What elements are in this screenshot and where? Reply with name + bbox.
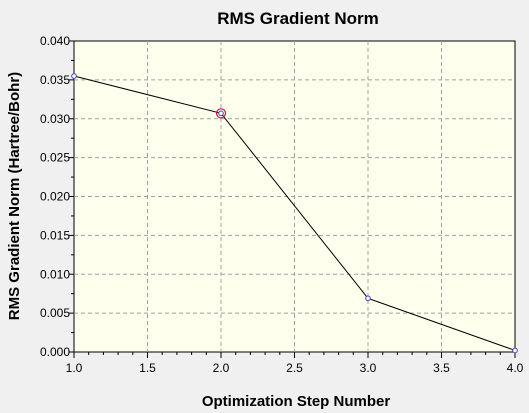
x-tick-label: 3.5: [433, 361, 450, 375]
y-tick-label: 0.025: [40, 151, 70, 165]
x-tick-label: 4.0: [507, 361, 524, 375]
data-point: [365, 295, 371, 302]
data-point: [71, 73, 77, 79]
y-tick-label: 0.005: [40, 306, 70, 320]
y-tick-label: 0.015: [40, 228, 70, 242]
y-tick-label: 0.020: [40, 190, 70, 204]
x-axis-label: Optimization Step Number: [202, 393, 391, 410]
x-tick-label: 3.0: [360, 361, 377, 375]
axis-ticks: 0.000 0.005 0.010 0.015 0.020 0.025 0.030 0.035…: [40, 34, 524, 375]
y-tick-label: 0.030: [40, 112, 70, 126]
y-axis-label: RMS Gradient Norm (Hartree/Bohr): [6, 72, 23, 320]
x-tick-label: 2.5: [286, 361, 303, 375]
x-tick-label: 1.0: [66, 361, 83, 375]
chart-title: RMS Gradient Norm: [217, 9, 379, 28]
grid-lines: [74, 41, 515, 352]
y-tick-label: 0.035: [40, 73, 70, 87]
x-tick-label: 1.5: [139, 361, 156, 375]
highlighted-point-ring: [215, 108, 227, 119]
data-point: [512, 347, 518, 354]
data-point: [218, 110, 224, 117]
x-tick-label: 2.0: [213, 361, 230, 375]
y-tick-label: 0.010: [40, 267, 70, 281]
y-tick-label: 0.040: [40, 34, 70, 48]
series-layer: [71, 73, 518, 354]
y-tick-label: 0.000: [40, 345, 70, 359]
series-line: [73, 75, 516, 351]
